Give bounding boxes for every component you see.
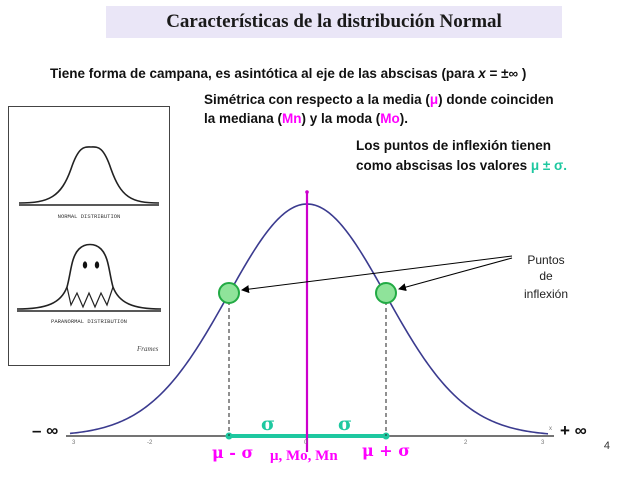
x-axis-mark: x [549,426,552,432]
line-4-text: Los puntos de inflexión tienen [356,138,552,153]
callout-line-3: inflexión [524,287,568,301]
line-1-prefix: Tiene forma de campana, es asintótica al… [50,66,479,81]
ghost-left-eye [82,261,88,269]
page-number: 4 [603,440,610,452]
tick-label-3: 0 [304,440,308,446]
line-2: Simétrica con respecto a la media (μ) do… [204,92,554,107]
minus-infinity-label: – ∞ [32,421,58,440]
mean-top-marker [305,190,309,194]
right-inflection-point [375,282,397,304]
mean-mode-median-label: μ, Mo, Mn [270,448,338,464]
title-box: Características de la distribución Norma… [106,6,562,38]
tick-label-4: 2 [464,440,468,446]
plus-infinity-label: + ∞ [560,421,587,440]
line-2-b: ) donde coinciden [438,92,554,107]
line-5: como abscisas los valores μ ± σ. [356,158,567,173]
line-1-eq: = ±∞ ) [485,66,527,81]
line-3-c: ). [399,111,409,126]
line-3-mn: Mn [282,111,302,126]
callout-line-1: Puntos [527,253,564,267]
mo-mn-label: Mo, Mn [286,448,338,464]
ghost-right-eye [94,261,100,269]
left-inflection-point [218,282,240,304]
mu-plus-sigma-label: μ + σ [362,441,410,460]
caption-normal: NORMAL DISTRIBUTION [58,213,121,220]
sigma-left-label: σ [261,413,275,435]
tick-label-5: 3 [541,440,545,446]
bell-curve [69,203,549,435]
line-5-b: μ ± σ. [530,158,567,173]
callout-arrow-right [398,257,513,292]
tick-label-2: -2 [147,440,153,446]
line-1-x: x [478,66,486,81]
line-1: Tiene forma de campana, es asintótica al… [50,66,526,81]
mu-minus-sigma-label: μ - σ [212,443,253,462]
line-3-mo: Mo [380,111,400,126]
normal-curve-drawing [18,146,160,204]
line-5-a: como abscisas los valores [356,158,531,173]
line-3: la mediana (Mn) y la moda (Mo). [204,111,408,126]
line-2-a: Simétrica con respecto a la media ( [204,92,430,107]
sigma-right-label: σ [338,413,352,435]
callout-arrow-left [241,255,513,294]
paranormal-ghost-drawing [16,243,162,310]
signature: Frames [136,345,159,353]
caption-paranormal: PARANORMAL DISTRIBUTION [51,318,127,325]
cartoon-panel: NORMAL DISTRIBUTION PARANORMAL DISTRIBUT… [8,106,170,366]
ghost-hem [66,286,114,309]
line-3-b: ) y la moda ( [301,111,381,126]
mu-label: μ, [270,448,286,464]
line-4: Los puntos de inflexión tienen [356,138,551,153]
slide-title: Características de la distribución Norma… [166,11,502,32]
line-3-a: la mediana ( [204,111,283,126]
line-2-mu: μ [429,92,439,107]
callout-line-2: de [539,269,553,283]
cartoon-svg: NORMAL DISTRIBUTION PARANORMAL DISTRIBUT… [16,146,162,353]
tick-label-1: 3 [72,440,76,446]
